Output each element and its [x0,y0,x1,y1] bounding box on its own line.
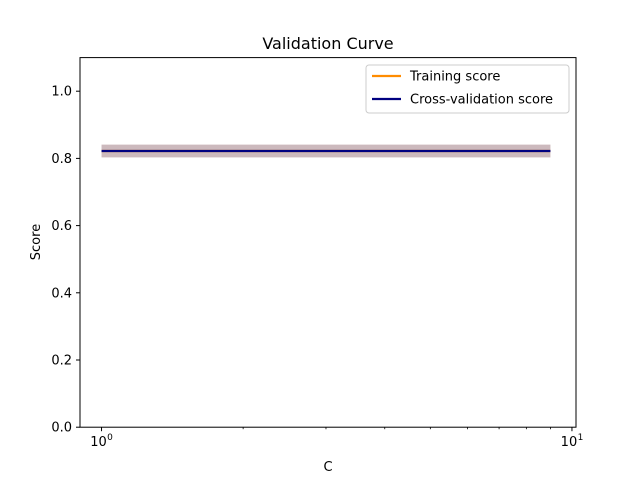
x-tick-label: 10 1 [561,433,584,450]
y-tick-label: 0.0 [51,421,72,436]
legend-label-cross-validation-score: Cross-validation score [410,93,553,108]
x-tick-exponent: 1 [578,433,584,443]
x-axis-minor-ticks [242,427,551,430]
y-tick-label: 0.8 [51,152,72,167]
x-axis-ticks: 10 0 10 1 [90,427,583,450]
x-tick-base: 10 [561,435,578,450]
y-tick-label: 0.2 [51,354,72,369]
y-tick-label: 1.0 [51,85,72,100]
x-axis-label: C [323,460,332,475]
plot-frame [79,57,577,428]
x-tick-exponent: 0 [107,433,113,443]
x-tick-label: 10 0 [90,433,113,450]
y-tick-label: 0.6 [51,219,72,234]
x-tick-base: 10 [90,435,107,450]
y-axis-label: Score [29,224,44,260]
legend-box [365,64,570,114]
legend: Training score Cross-validation score [365,64,570,114]
legend-label-training-score: Training score [409,70,500,85]
y-tick-label: 0.4 [51,286,72,301]
chart-title: Validation Curve [262,34,393,53]
y-axis-ticks: 0.0 0.2 0.4 0.6 0.8 1.0 [51,85,80,436]
